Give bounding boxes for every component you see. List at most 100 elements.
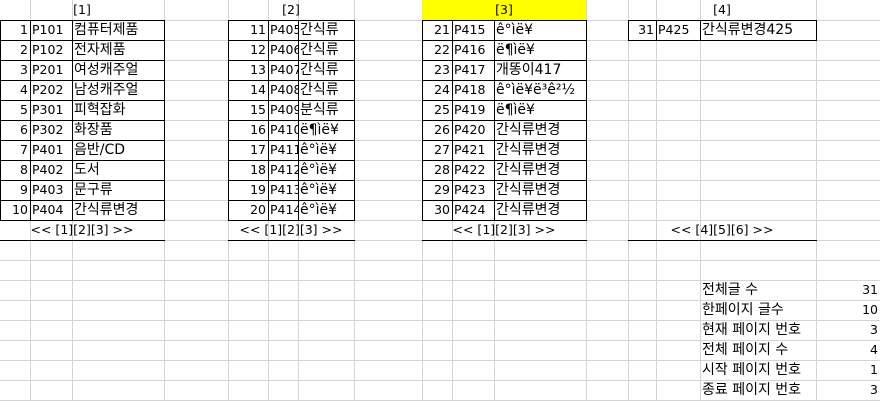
- row-number-cell[interactable]: 17: [250, 142, 266, 157]
- product-code-cell[interactable]: P416: [454, 42, 486, 57]
- product-code-cell[interactable]: P407: [270, 62, 298, 77]
- category-name-cell[interactable]: 음반/CD: [74, 142, 126, 158]
- category-name-cell[interactable]: 간식류: [300, 22, 339, 38]
- product-code-cell[interactable]: P402: [32, 162, 64, 177]
- product-code-cell[interactable]: P102: [32, 42, 64, 57]
- row-number-cell[interactable]: 24: [434, 82, 450, 97]
- summary-label[interactable]: 시작 페이지 번호: [702, 362, 802, 378]
- row-number-cell[interactable]: 5: [20, 102, 28, 117]
- row-number-cell[interactable]: 20: [250, 202, 266, 217]
- product-code-cell[interactable]: P422: [454, 162, 486, 177]
- category-name-cell[interactable]: 여성캐주얼: [74, 62, 139, 78]
- category-name-cell[interactable]: ê°ìë¥: [300, 182, 338, 198]
- row-number-cell[interactable]: 19: [250, 182, 266, 197]
- product-code-cell[interactable]: P408: [270, 82, 298, 97]
- row-number-cell[interactable]: 30: [434, 202, 450, 217]
- product-code-cell[interactable]: P202: [32, 82, 64, 97]
- row-number-cell[interactable]: 28: [434, 162, 450, 177]
- category-name-cell[interactable]: 간식류변경: [496, 122, 561, 138]
- category-name-cell[interactable]: 간식류변경: [496, 162, 561, 178]
- product-code-cell[interactable]: P101: [32, 22, 64, 37]
- row-number-cell[interactable]: 23: [434, 62, 450, 77]
- pagination-nav[interactable]: << [1][2][3] >>: [30, 222, 134, 237]
- category-name-cell[interactable]: ê°ìë¥: [300, 162, 338, 178]
- row-number-cell[interactable]: 6: [20, 122, 28, 137]
- row-number-cell[interactable]: 27: [434, 142, 450, 157]
- product-code-cell[interactable]: P201: [32, 62, 64, 77]
- page-3-header[interactable]: [3]: [422, 0, 586, 20]
- row-number-cell[interactable]: 8: [20, 162, 28, 177]
- product-code-cell[interactable]: P415: [454, 22, 486, 37]
- category-name-cell[interactable]: 간식류변경: [496, 142, 561, 158]
- category-name-cell[interactable]: ë¶ìë¥: [496, 42, 535, 58]
- product-code-cell[interactable]: P404: [32, 202, 64, 217]
- product-code-cell[interactable]: P419: [454, 102, 486, 117]
- row-number-cell[interactable]: 14: [250, 82, 266, 97]
- row-number-cell[interactable]: 11: [250, 22, 266, 37]
- product-code-cell[interactable]: P401: [32, 142, 64, 157]
- product-code-cell[interactable]: P302: [32, 122, 64, 137]
- product-code-cell[interactable]: P425: [658, 22, 690, 37]
- row-number-cell[interactable]: 31: [638, 22, 654, 37]
- summary-value[interactable]: 10: [862, 302, 878, 317]
- category-name-cell[interactable]: 간식류: [300, 42, 339, 58]
- category-name-cell[interactable]: 컴퓨터제품: [74, 22, 139, 38]
- row-number-cell[interactable]: 10: [12, 202, 28, 217]
- summary-value[interactable]: 3: [870, 382, 878, 397]
- row-number-cell[interactable]: 26: [434, 122, 450, 137]
- product-code-cell[interactable]: P414: [270, 202, 298, 217]
- product-code-cell[interactable]: P403: [32, 182, 64, 197]
- product-code-cell[interactable]: P410: [270, 122, 298, 137]
- row-number-cell[interactable]: 25: [434, 102, 450, 117]
- row-number-cell[interactable]: 13: [250, 62, 266, 77]
- category-name-cell[interactable]: 문구류: [74, 182, 113, 198]
- summary-value[interactable]: 31: [862, 282, 878, 297]
- row-number-cell[interactable]: 18: [250, 162, 266, 177]
- row-number-cell[interactable]: 16: [250, 122, 266, 137]
- summary-label[interactable]: 현재 페이지 번호: [702, 322, 802, 338]
- row-number-cell[interactable]: 4: [20, 82, 28, 97]
- category-name-cell[interactable]: 간식류변경: [74, 202, 139, 218]
- product-code-cell[interactable]: P417: [454, 62, 486, 77]
- product-code-cell[interactable]: P409: [270, 102, 298, 117]
- category-name-cell[interactable]: ê°ìë¥: [300, 142, 338, 158]
- product-code-cell[interactable]: P301: [32, 102, 64, 117]
- summary-value[interactable]: 4: [870, 342, 878, 357]
- product-code-cell[interactable]: P412: [270, 162, 298, 177]
- category-name-cell[interactable]: 개똥이417: [496, 62, 562, 78]
- pagination-nav[interactable]: << [4][5][6] >>: [670, 222, 774, 237]
- page-1-header[interactable]: [1]: [73, 2, 91, 17]
- product-code-cell[interactable]: P405: [270, 22, 298, 37]
- category-name-cell[interactable]: ë¶ìë¥: [496, 102, 535, 118]
- pagination-nav[interactable]: << [1][2][3] >>: [452, 222, 556, 237]
- category-name-cell[interactable]: 화장품: [74, 122, 113, 138]
- category-name-cell[interactable]: ê°ìë¥: [300, 202, 338, 218]
- product-code-cell[interactable]: P424: [454, 202, 486, 217]
- product-code-cell[interactable]: P420: [454, 122, 486, 137]
- row-number-cell[interactable]: 21: [434, 22, 450, 37]
- summary-value[interactable]: 1: [870, 362, 878, 377]
- category-name-cell[interactable]: 간식류: [300, 82, 339, 98]
- row-number-cell[interactable]: 3: [20, 62, 28, 77]
- summary-value[interactable]: 3: [870, 322, 878, 337]
- category-name-cell[interactable]: 피혁잡화: [74, 102, 126, 118]
- row-number-cell[interactable]: 7: [20, 142, 28, 157]
- product-code-cell[interactable]: P413: [270, 182, 298, 197]
- category-name-cell[interactable]: 간식류: [300, 62, 339, 78]
- category-name-cell[interactable]: ê°ìë¥: [496, 22, 534, 38]
- summary-label[interactable]: 전체 페이지 수: [702, 342, 789, 358]
- category-name-cell[interactable]: 전자제품: [74, 42, 126, 58]
- category-name-cell[interactable]: ë¶ìë¥: [300, 122, 339, 138]
- row-number-cell[interactable]: 29: [434, 182, 450, 197]
- row-number-cell[interactable]: 1: [20, 22, 28, 37]
- page-4-header[interactable]: [4]: [713, 2, 731, 17]
- product-code-cell[interactable]: P418: [454, 82, 486, 97]
- summary-label[interactable]: 전체글 수: [702, 282, 758, 298]
- product-code-cell[interactable]: P411: [270, 142, 298, 157]
- summary-label[interactable]: 한페이지 글수: [702, 302, 784, 318]
- category-name-cell[interactable]: 도서: [74, 162, 100, 178]
- product-code-cell[interactable]: P421: [454, 142, 486, 157]
- category-name-cell[interactable]: 분식류: [300, 102, 339, 118]
- row-number-cell[interactable]: 15: [250, 102, 266, 117]
- category-name-cell[interactable]: 간식류변경: [496, 202, 561, 218]
